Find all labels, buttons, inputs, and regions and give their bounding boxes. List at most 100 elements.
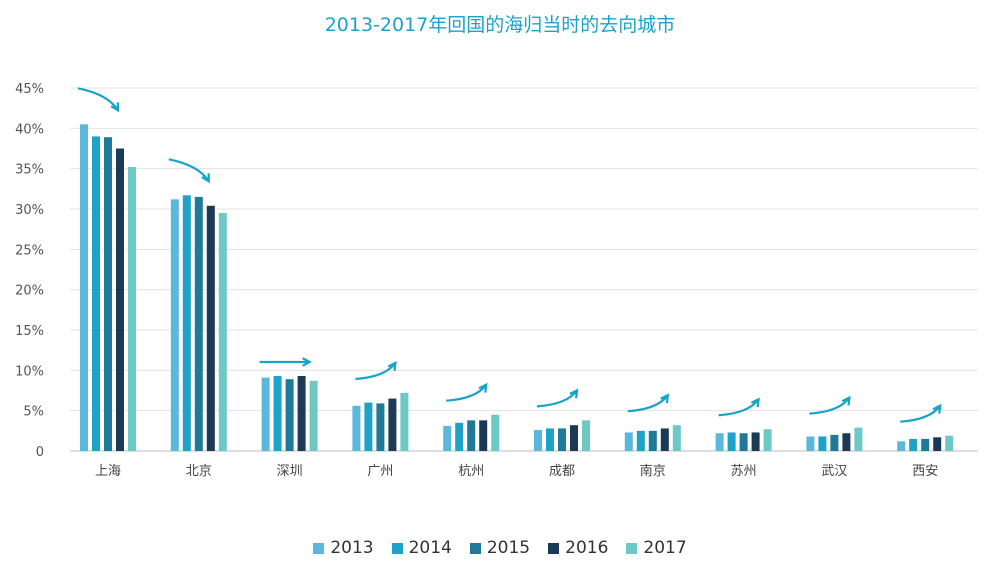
- bar-2014: [636, 430, 645, 451]
- x-tick-label: 成都: [549, 464, 575, 479]
- bar-2013: [534, 430, 542, 451]
- legend-swatch: [391, 542, 403, 554]
- x-tick-label: 南京: [640, 463, 666, 479]
- trend-arrow-head: [387, 361, 397, 371]
- bar-2016: [570, 425, 578, 451]
- bar-2015: [558, 428, 566, 451]
- bar-2014: [364, 402, 373, 451]
- bar-2013: [624, 432, 633, 451]
- legend-label: 2016: [565, 538, 609, 558]
- bar-2017: [400, 392, 409, 451]
- bar-2015: [739, 433, 748, 451]
- trend-arrow-head: [110, 102, 120, 113]
- y-tick-label: 35%: [15, 163, 44, 178]
- legend-item-2017: 2017: [626, 538, 687, 558]
- trend-arrow-up: [900, 404, 942, 423]
- x-tick-label: 武汉: [821, 464, 847, 479]
- legend-swatch: [469, 542, 481, 554]
- bar-2017: [128, 167, 136, 451]
- x-tick-label: 西安: [912, 464, 938, 479]
- legend-item-2015: 2015: [469, 538, 531, 558]
- legend-label: 2013: [330, 538, 374, 558]
- legend-label: 2015: [486, 538, 531, 558]
- y-tick-label: 30%: [15, 203, 44, 218]
- bars: [80, 124, 954, 452]
- bar-2016: [479, 420, 488, 451]
- legend-item-2016: 2016: [548, 538, 608, 558]
- legend: 2013 2014 2015 2016 2017: [0, 538, 1000, 558]
- bar-2017: [582, 420, 590, 451]
- bar-2017: [763, 429, 772, 451]
- bar-2015: [376, 403, 385, 451]
- bar-2013: [897, 441, 906, 451]
- y-tick-label: 15%: [15, 324, 44, 339]
- bar-2013: [261, 377, 270, 451]
- bar-2015: [830, 434, 839, 451]
- trend-arrow-head: [750, 397, 760, 408]
- trend-arrows: [77, 87, 942, 423]
- bar-2017: [309, 380, 318, 451]
- bar-2017: [945, 435, 954, 451]
- bar-2013: [170, 199, 179, 451]
- legend-swatch: [626, 542, 638, 554]
- bar-2013: [443, 425, 452, 451]
- bar-2015: [194, 196, 203, 451]
- legend-item-2014: 2014: [391, 538, 452, 558]
- bar-2014: [182, 195, 191, 451]
- legend-label: 2017: [643, 538, 687, 558]
- x-tick-label: 广州: [367, 464, 393, 479]
- bar-2015: [467, 420, 476, 451]
- bar-2017: [491, 414, 500, 451]
- x-tick-label: 上海: [95, 464, 121, 479]
- bar-2016: [206, 205, 215, 451]
- trend-arrow-up: [718, 398, 760, 417]
- bar-2016: [751, 432, 760, 451]
- y-tick-label: 20%: [15, 284, 44, 299]
- bar-2013: [806, 436, 815, 451]
- legend-label: 2014: [408, 538, 452, 558]
- y-tick-label: 45%: [15, 82, 44, 97]
- y-tick-label: 0: [36, 445, 44, 460]
- bar-2013: [715, 433, 724, 451]
- bar-2014: [455, 422, 464, 451]
- x-tick-label: 苏州: [731, 463, 757, 479]
- bar-2014: [92, 136, 100, 451]
- trend-arrow-head: [841, 395, 851, 406]
- trend-arrow-down: [168, 158, 210, 182]
- trend-arrow-up: [536, 389, 578, 408]
- trend-arrow-up: [627, 394, 669, 413]
- trend-arrow-head: [569, 388, 579, 399]
- bar-2015: [104, 137, 112, 451]
- legend-item-2013: 2013: [313, 538, 374, 558]
- bar-2016: [842, 433, 851, 451]
- trend-arrow-up: [446, 384, 488, 402]
- trend-arrow-head: [302, 357, 312, 367]
- x-tick-label: 北京: [186, 464, 212, 479]
- trend-arrow-head: [478, 382, 488, 393]
- bar-2016: [297, 375, 306, 451]
- bar-2013: [80, 124, 88, 452]
- bar-2016: [388, 398, 397, 451]
- bar-2014: [727, 432, 736, 451]
- bar-2013: [352, 405, 361, 451]
- chart-title: 2013-2017年回国的海归当时的去向城市: [324, 14, 676, 36]
- bar-2016: [933, 437, 942, 451]
- bar-2017: [218, 213, 227, 451]
- trend-arrow-up: [355, 362, 397, 381]
- bar-2014: [818, 436, 827, 451]
- bar-2016: [116, 148, 124, 451]
- legend-swatch: [313, 542, 325, 554]
- y-tick-label: 10%: [15, 364, 44, 379]
- bar-2017: [854, 427, 863, 451]
- y-tick-label: 40%: [15, 122, 44, 137]
- y-axis-ticks: 0 5% 10% 15% 20% 25% 30% 35% 40% 45%: [15, 82, 44, 460]
- trend-arrow-head: [201, 173, 210, 184]
- bar-2015: [648, 430, 657, 451]
- bar-2017: [672, 425, 681, 451]
- x-axis-labels: 上海 北京 深圳 广州 杭州 成都 南京 苏州 武汉 西安: [95, 463, 938, 479]
- gridlines: [70, 87, 978, 452]
- x-tick-label: 杭州: [458, 464, 484, 479]
- trend-arrow-head: [660, 393, 670, 404]
- bar-2014: [546, 428, 554, 451]
